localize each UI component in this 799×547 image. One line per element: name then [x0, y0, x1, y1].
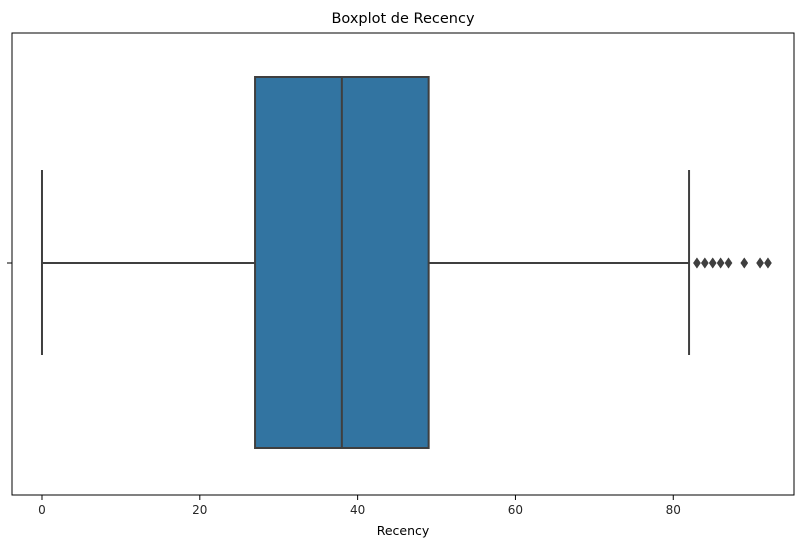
outlier-point: [700, 257, 709, 269]
outlier-point: [764, 257, 772, 269]
outlier-point: [708, 257, 717, 269]
outliers: [693, 257, 772, 269]
x-tick-label: 40: [350, 503, 365, 517]
chart-title: Boxplot de Recency: [331, 11, 474, 27]
x-tick-label: 0: [38, 503, 46, 517]
outlier-point: [693, 257, 701, 269]
box-group: [40, 76, 691, 449]
outlier-point: [716, 257, 725, 269]
x-tick-label: 60: [508, 503, 523, 517]
outlier-point: [756, 257, 764, 269]
x-axis: 0 20 40 60 80: [38, 495, 681, 517]
x-tick-label: 80: [666, 503, 681, 517]
x-tick-label: 20: [192, 503, 207, 517]
plot-frame: [11, 32, 795, 496]
x-axis-label: Recency: [377, 523, 430, 538]
outlier-point: [740, 257, 749, 269]
outlier-point: [724, 257, 733, 269]
